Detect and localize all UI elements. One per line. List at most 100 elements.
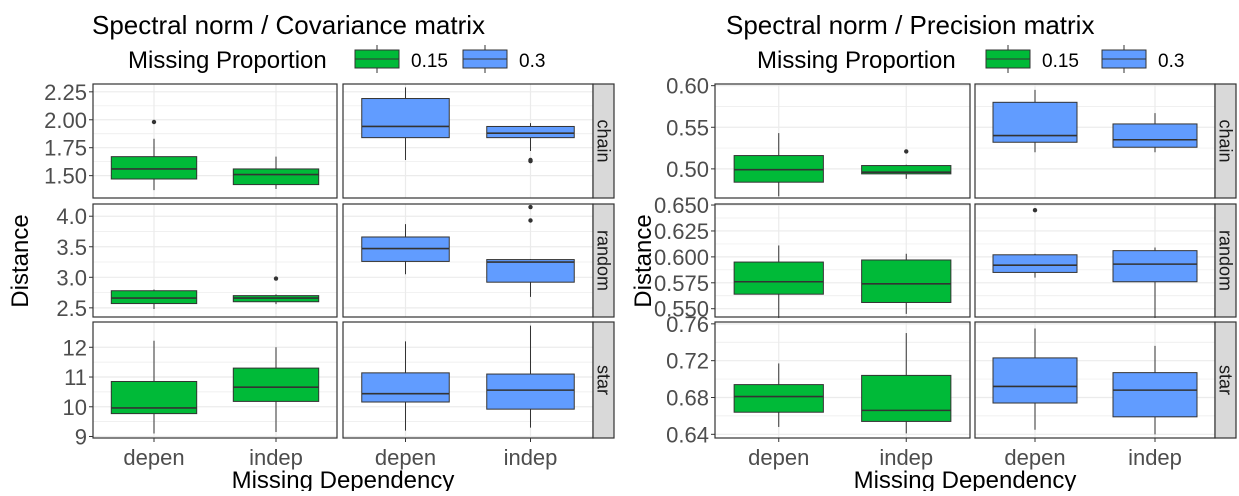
y-tick-label: 4.0	[56, 204, 87, 229]
facet-row-star: 0.64 0.68 0.72 0.76 star	[666, 312, 1237, 447]
box-iqr	[232, 367, 320, 402]
box-indep-0.3	[1112, 247, 1198, 319]
legend-key	[985, 45, 1031, 73]
facet-strip	[1214, 203, 1237, 318]
box-iqr	[486, 125, 575, 139]
outlier-point	[528, 157, 533, 163]
legend-key	[354, 45, 400, 73]
box-iqr	[110, 290, 198, 305]
facet-strip	[592, 321, 615, 439]
panel	[342, 83, 594, 199]
outlier-point	[1032, 208, 1038, 213]
panel	[92, 203, 338, 318]
box-depen-0.3	[992, 89, 1078, 153]
box-indep-0.15	[861, 149, 952, 179]
box-iqr	[486, 373, 575, 410]
facet-row-chain: 0.50 0.55 0.60 chain	[666, 74, 1237, 199]
y-tick-label: 3.0	[56, 265, 87, 290]
legend-label: 0.3	[519, 51, 545, 72]
box-iqr	[733, 261, 824, 295]
box-depen-0.15	[110, 119, 198, 191]
legend: Missing Proportion 0.15 0.3	[128, 45, 545, 74]
box-depen-0.15	[733, 363, 824, 427]
box-indep-0.3	[1112, 345, 1198, 435]
box-indep-0.15	[232, 276, 320, 305]
y-tick-label: 0.76	[666, 312, 709, 337]
box-iqr	[110, 156, 198, 180]
box-depen-0.3	[361, 224, 450, 275]
box-iqr	[1112, 372, 1198, 418]
chart-precision: Spectral norm / Precision matrix Missing …	[630, 10, 1237, 494]
y-tick-label: 10	[63, 395, 87, 420]
box-iqr	[232, 168, 320, 186]
box-iqr	[992, 254, 1078, 273]
legend-key	[1101, 45, 1147, 73]
box-indep-0.3	[486, 325, 575, 428]
facet-strip-label: star	[1216, 365, 1236, 395]
x-tick-label: indep	[504, 445, 558, 470]
y-tick-label: 0.575	[654, 271, 709, 296]
box-iqr	[1112, 123, 1198, 148]
panel-border	[92, 83, 338, 199]
y-tick-label: 9	[75, 425, 87, 450]
x-tick-label: depen	[748, 445, 809, 470]
x-tick-label: depen	[1004, 445, 1065, 470]
y-axis-label: Distance	[630, 214, 657, 307]
y-tick-label: 0.50	[666, 157, 709, 182]
panel-border	[92, 321, 338, 439]
facet-row-chain: 1.50 1.75 2.00 2.25 chain	[44, 80, 615, 199]
outlier-point	[273, 276, 279, 281]
box-iqr	[486, 259, 575, 283]
outlier-point	[528, 218, 533, 223]
box-iqr	[861, 259, 952, 303]
legend-label: 0.15	[411, 51, 448, 72]
panel-border	[714, 83, 971, 199]
box-depen-0.15	[733, 245, 824, 319]
y-axis-label: Distance	[7, 214, 34, 307]
box-indep-0.3	[486, 123, 575, 164]
legend: Missing Proportion 0.15 0.3	[757, 45, 1184, 74]
x-axis-label: Missing Dependency	[854, 467, 1077, 491]
box-iqr	[861, 165, 952, 175]
legend-title: Missing Proportion	[128, 47, 327, 74]
box-iqr	[1112, 250, 1198, 283]
box-indep-0.3	[486, 204, 575, 297]
y-tick-label: 2.25	[44, 80, 87, 105]
y-tick-label: 11	[64, 365, 87, 390]
box-depen-0.3	[361, 87, 450, 160]
box-indep-0.15	[861, 333, 952, 434]
y-tick-label: 1.50	[44, 164, 87, 189]
panel	[342, 203, 594, 318]
box-iqr	[361, 98, 450, 139]
facet-strip-label: chain	[594, 119, 614, 162]
y-tick-label: 2.00	[44, 108, 87, 133]
box-iqr	[361, 372, 450, 403]
x-tick-label: depen	[123, 445, 184, 470]
facet-strip-label: star	[594, 365, 614, 395]
panel	[974, 321, 1216, 439]
box-indep-0.15	[232, 347, 320, 433]
box-iqr	[733, 155, 824, 183]
x-tick-label: indep	[249, 445, 303, 470]
chart-title: Spectral norm / Covariance matrix	[92, 10, 485, 40]
facet-row-random: 2.5 3.0 3.5 4.0 random	[56, 203, 615, 321]
box-depen-0.15	[110, 289, 198, 310]
y-tick-label: 0.650	[654, 193, 709, 218]
box-indep-0.15	[861, 253, 952, 314]
x-tick-label: indep	[879, 445, 933, 470]
y-tick-label: 0.72	[666, 349, 709, 374]
box-indep-0.3	[1112, 113, 1198, 153]
legend-label: 0.3	[1158, 51, 1184, 72]
y-tick-label: 0.55	[666, 115, 709, 140]
x-tick-label: depen	[375, 445, 436, 470]
panel	[92, 83, 338, 199]
facet-strip	[592, 203, 615, 318]
panel	[342, 321, 594, 439]
facet-strip-label: random	[1216, 230, 1236, 291]
y-tick-label: 2.5	[56, 296, 87, 321]
facet-strip	[1214, 321, 1237, 439]
box-iqr	[110, 380, 198, 415]
box-iqr	[992, 357, 1078, 404]
